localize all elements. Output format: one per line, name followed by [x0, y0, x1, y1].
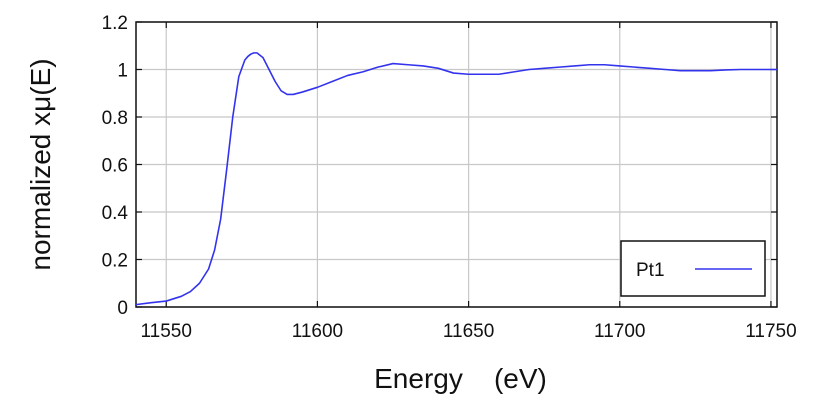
y-tick-label: 0.4	[102, 203, 129, 224]
y-tick-label: 0.2	[102, 251, 128, 272]
x-tick-label: 11550	[141, 321, 192, 342]
series-line-pt1	[135, 52, 777, 306]
x-tick-label: 11650	[443, 321, 494, 342]
x-tick-label: 11750	[745, 321, 796, 342]
y-tick-label: 1	[117, 61, 128, 82]
series-layer	[135, 52, 777, 306]
legend: Pt1	[620, 240, 766, 297]
y-tick-label: 0.6	[102, 156, 128, 177]
x-tick-label: 11700	[594, 321, 645, 342]
x-axis-label: Energy (eV)	[374, 363, 547, 394]
legend-label: Pt1	[636, 260, 665, 281]
y-tick-label: 0	[117, 298, 128, 319]
y-tick-label: 1.2	[102, 13, 128, 34]
ticks: 11550 11600 11650 11700 11750 0 0.2 0.4 0.6 0.8 1 1…	[102, 13, 797, 342]
y-tick-label: 0.8	[102, 108, 128, 129]
x-tick-label: 11600	[292, 321, 343, 342]
y-axis-label: normalized xμ(E)	[25, 58, 56, 270]
